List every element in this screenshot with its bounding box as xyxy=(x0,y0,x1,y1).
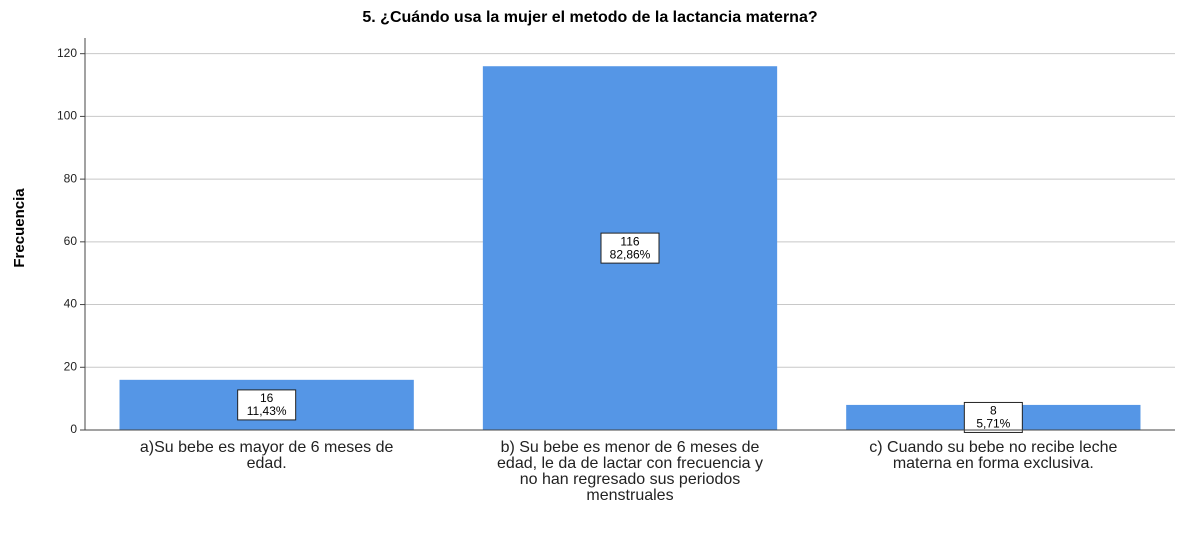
y-tick-label: 20 xyxy=(64,359,78,373)
x-tick-label: a)Su bebe es mayor de 6 meses de edad. xyxy=(139,439,394,472)
data-label: 16 xyxy=(260,391,274,405)
data-label-box xyxy=(237,389,297,421)
y-tick-label: 40 xyxy=(64,297,78,311)
data-label-percent: 11,43% xyxy=(247,404,287,418)
x-tick-label: b) Su bebe es menor de 6 meses de edad, … xyxy=(497,439,763,504)
data-label: 8 xyxy=(990,404,997,418)
x-tick-label: c) Cuando su bebe no recibe leche matern… xyxy=(869,439,1118,472)
y-tick-label: 120 xyxy=(57,46,77,60)
y-axis-label: Frecuencia xyxy=(11,188,28,268)
data-label-box xyxy=(963,401,1023,433)
y-tick-label: 100 xyxy=(57,109,77,123)
data-label-box xyxy=(600,232,660,264)
y-tick-label: 0 xyxy=(70,422,77,436)
y-tick-label: 60 xyxy=(64,234,78,248)
data-label: 116 xyxy=(620,234,639,248)
y-tick-label: 80 xyxy=(64,171,78,185)
data-label-percent: 5,71% xyxy=(976,417,1010,431)
data-label-percent: 82,86% xyxy=(610,247,651,261)
chart-title: 5. ¿Cuándo usa la mujer el metodo de la … xyxy=(362,9,817,26)
